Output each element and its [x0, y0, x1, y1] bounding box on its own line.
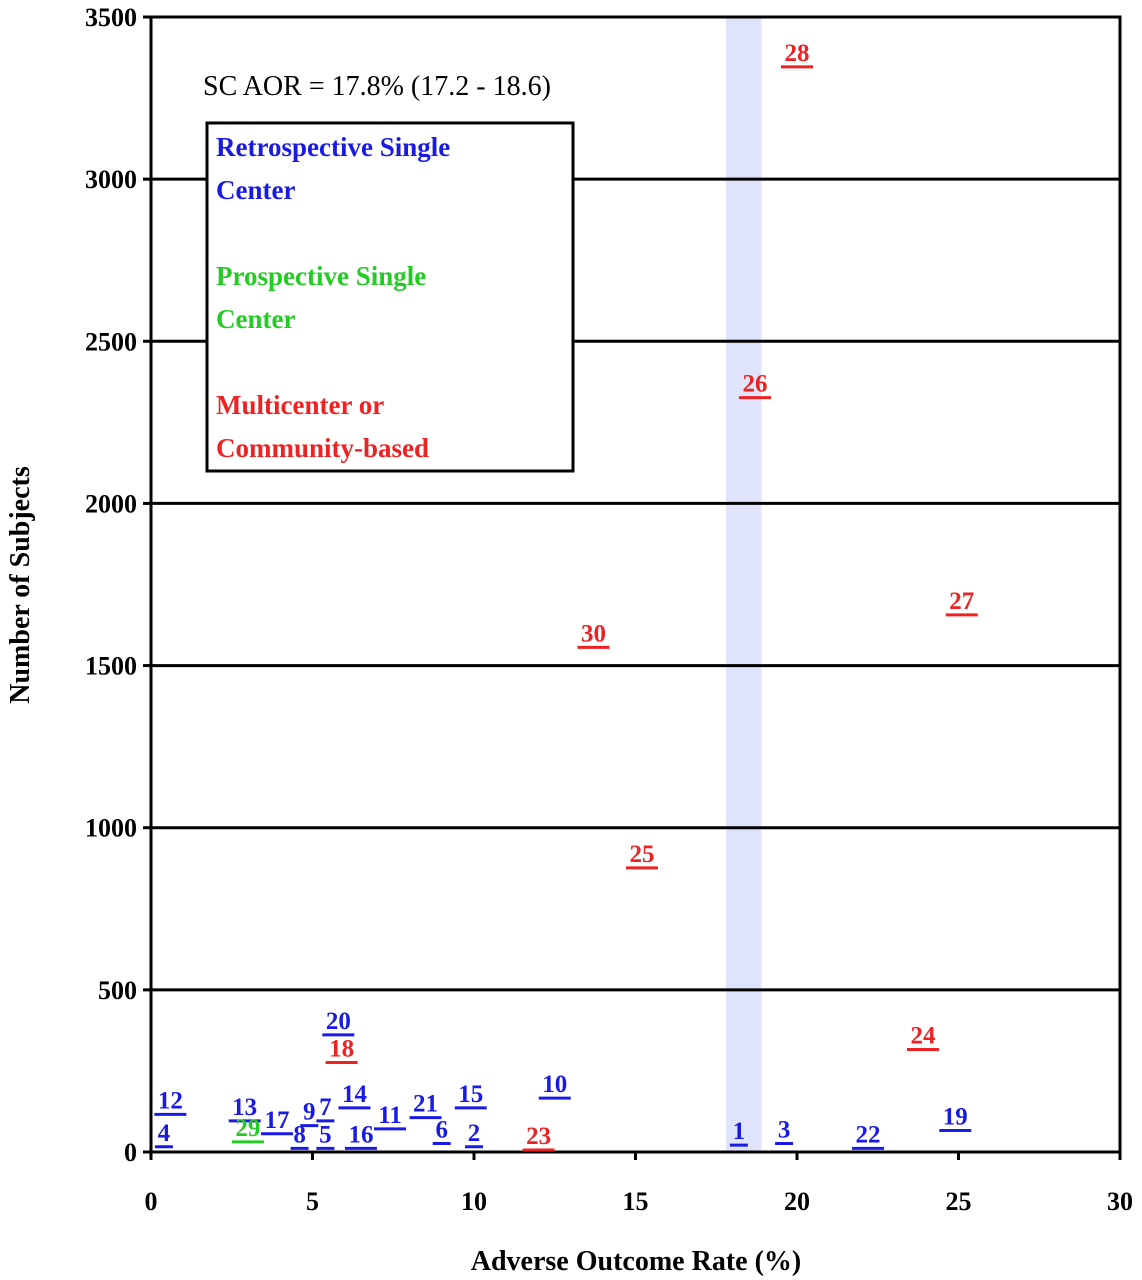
data-point-3: 3 [775, 1117, 794, 1146]
legend-box [205, 121, 575, 473]
y-tick-label: 1500 [85, 652, 137, 681]
data-point-label: 19 [943, 1104, 968, 1131]
data-point-label: 28 [785, 40, 810, 67]
data-point-13: 13 [228, 1094, 261, 1123]
x-tick-label: 0 [145, 1187, 158, 1216]
data-point-30: 30 [577, 620, 610, 649]
data-point-8: 8 [290, 1121, 309, 1150]
data-point-label: 15 [458, 1081, 483, 1108]
data-point-15: 15 [454, 1081, 487, 1110]
y-tick-label: 3500 [85, 3, 137, 32]
data-point-28: 28 [781, 40, 813, 69]
x-tick-label: 30 [1107, 1187, 1133, 1216]
data-point-21: 21 [409, 1091, 442, 1120]
data-point-label: 10 [542, 1071, 567, 1098]
data-point-label: 29 [235, 1115, 260, 1142]
annotation-sc-aor: SC AOR = 17.8% (17.2 - 18.6) [203, 71, 551, 102]
data-point-4: 4 [154, 1120, 173, 1149]
y-tick-label: 0 [124, 1138, 137, 1167]
x-tick-label: 25 [946, 1187, 972, 1216]
legend: Retrospective Single Center Prospective … [205, 121, 575, 473]
data-point-12: 12 [154, 1087, 187, 1116]
data-point-5: 5 [316, 1121, 335, 1150]
data-point-6: 6 [432, 1117, 451, 1146]
data-point-label: 12 [158, 1087, 183, 1114]
data-point-label: 2 [468, 1120, 481, 1147]
data-point-19: 19 [939, 1104, 972, 1133]
data-point-2: 2 [465, 1120, 483, 1149]
data-point-20: 20 [322, 1008, 355, 1037]
data-point-7: 7 [316, 1094, 335, 1123]
data-point-label: 18 [329, 1035, 354, 1062]
data-point-9: 9 [300, 1099, 319, 1128]
x-tick-label: 15 [623, 1187, 649, 1216]
data-point-label: 1 [733, 1118, 746, 1145]
data-point-29: 29 [231, 1115, 264, 1144]
y-tick-label: 2000 [85, 489, 137, 518]
data-point-18: 18 [325, 1035, 358, 1064]
x-tick-label: 10 [461, 1187, 487, 1216]
data-point-label: 30 [581, 620, 606, 647]
data-point-label: 3 [778, 1117, 791, 1144]
legend-retrospective-line1: Retrospective Single [216, 132, 450, 162]
y-axis-title: Number of Subjects [5, 466, 36, 704]
data-point-label: 11 [378, 1102, 402, 1129]
data-point-label: 5 [319, 1121, 332, 1148]
data-point-label: 21 [413, 1091, 438, 1118]
legend-prospective-line2: Center [216, 304, 295, 334]
data-point-label: 6 [435, 1117, 448, 1144]
data-point-23: 23 [522, 1123, 555, 1152]
x-tick-label: 5 [306, 1187, 319, 1216]
data-point-17: 17 [260, 1107, 293, 1136]
x-tick-label: 20 [784, 1187, 810, 1216]
data-point-11: 11 [374, 1102, 407, 1131]
x-axis-title: Adverse Outcome Rate (%) [471, 1246, 801, 1277]
y-tick-label: 3000 [85, 165, 137, 194]
data-point-26: 26 [739, 371, 772, 400]
data-point-27: 27 [945, 588, 978, 617]
data-point-label: 17 [264, 1107, 289, 1134]
data-point-10: 10 [538, 1071, 571, 1100]
y-tick-label: 2500 [85, 327, 137, 356]
data-point-16: 16 [344, 1121, 377, 1150]
data-point-25: 25 [625, 841, 658, 870]
data-point-14: 14 [338, 1081, 371, 1110]
data-point-label: 4 [158, 1120, 171, 1147]
confidence-band-layer [725, 17, 762, 1152]
data-point-label: 25 [629, 841, 654, 868]
data-point-label: 7 [319, 1094, 332, 1121]
data-point-label: 9 [303, 1099, 316, 1126]
data-point-label: 13 [232, 1094, 257, 1121]
y-tick-label: 1000 [85, 814, 137, 843]
data-point-label: 26 [743, 371, 768, 398]
data-point-label: 27 [949, 588, 974, 615]
data-point-label: 22 [856, 1121, 881, 1148]
data-point-label: 20 [326, 1008, 351, 1035]
data-point-label: 24 [910, 1022, 936, 1049]
data-point-label: 16 [348, 1121, 373, 1148]
data-point-1: 1 [729, 1118, 748, 1147]
data-point-label: 14 [342, 1081, 368, 1108]
legend-multicenter-line1: Multicenter or [216, 390, 384, 420]
y-tick-label: 500 [98, 976, 137, 1005]
data-point-label: 23 [526, 1123, 551, 1150]
data-point-22: 22 [852, 1121, 885, 1150]
sc-aor-confidence-band [725, 17, 762, 1152]
legend-prospective-line1: Prospective Single [216, 261, 426, 291]
legend-retrospective-line2: Center [216, 175, 295, 205]
data-point-label: 8 [293, 1121, 306, 1148]
legend-multicenter-line2: Community-based [216, 433, 429, 463]
data-point-24: 24 [906, 1022, 939, 1051]
